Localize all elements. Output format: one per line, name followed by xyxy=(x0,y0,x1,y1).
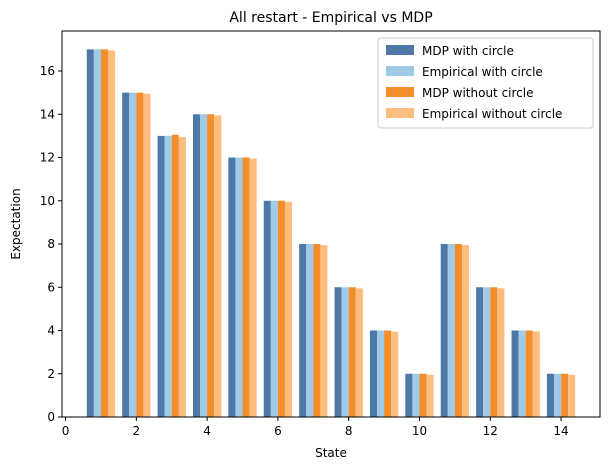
bar xyxy=(192,114,201,417)
x-tick-label: 2 xyxy=(133,424,141,438)
bar xyxy=(461,245,470,417)
legend-label: MDP without circle xyxy=(422,86,534,100)
bar xyxy=(157,135,165,417)
bar xyxy=(483,287,491,417)
y-tick-label: 10 xyxy=(40,194,55,208)
x-tick-label: 0 xyxy=(62,424,70,438)
x-axis-label: State xyxy=(315,446,347,460)
bar xyxy=(235,157,243,417)
plot-frame xyxy=(61,30,601,418)
bar xyxy=(568,374,576,417)
x-tick-label: 4 xyxy=(203,424,211,438)
bar xyxy=(214,115,222,418)
legend: MDP with circle Empirical with circle MDP … xyxy=(377,37,594,129)
bar xyxy=(277,200,285,417)
legend-swatch xyxy=(386,108,414,118)
bar xyxy=(561,373,569,417)
bar xyxy=(355,288,363,417)
bar xyxy=(178,136,186,417)
y-tick-label: 8 xyxy=(47,237,55,251)
bar xyxy=(377,330,385,417)
bar xyxy=(546,373,554,417)
x-tick-label: 12 xyxy=(483,424,498,438)
bar xyxy=(207,114,215,417)
bar xyxy=(228,157,236,417)
bar xyxy=(412,373,420,417)
y-tick-label: 0 xyxy=(47,410,55,424)
bar xyxy=(263,200,271,417)
chart-title: All restart - Empirical vs MDP xyxy=(229,10,432,26)
bar xyxy=(164,135,172,417)
bar xyxy=(497,288,505,417)
bar xyxy=(476,287,484,417)
bar xyxy=(270,200,278,417)
bar xyxy=(426,374,434,417)
bar xyxy=(299,244,307,417)
bar xyxy=(122,92,130,417)
bar xyxy=(313,244,321,417)
bar xyxy=(405,373,413,417)
y-axis: 0 2 4 6 8 10 12 14 16 xyxy=(40,64,62,424)
bar xyxy=(447,244,455,417)
y-axis-label: Expectation xyxy=(9,188,23,259)
bar xyxy=(143,93,151,417)
bar xyxy=(419,373,427,417)
bar xyxy=(532,331,540,417)
bar xyxy=(341,287,349,417)
legend-box xyxy=(377,37,594,129)
bar xyxy=(518,330,526,417)
bar xyxy=(384,330,392,417)
x-tick-label: 10 xyxy=(412,424,427,438)
bar xyxy=(93,49,101,417)
bar xyxy=(440,244,448,417)
bar xyxy=(108,50,116,417)
bar xyxy=(171,134,179,417)
bar xyxy=(284,201,293,417)
bar xyxy=(249,158,257,417)
bar xyxy=(136,92,144,417)
bar xyxy=(454,244,462,417)
x-tick-label: 14 xyxy=(553,424,568,438)
bars-group xyxy=(86,49,576,418)
bar xyxy=(553,373,562,417)
legend-label: MDP with circle xyxy=(422,44,514,58)
x-tick-label: 8 xyxy=(345,424,353,438)
legend-swatch xyxy=(386,66,414,76)
y-tick-label: 2 xyxy=(47,367,55,381)
bar xyxy=(369,330,378,417)
bar xyxy=(129,92,137,417)
bar xyxy=(200,114,208,417)
y-tick-label: 12 xyxy=(40,151,55,165)
y-tick-label: 16 xyxy=(40,64,55,78)
x-tick-label: 6 xyxy=(274,424,282,438)
y-tick-label: 14 xyxy=(40,107,55,121)
bar xyxy=(86,49,94,417)
bar xyxy=(334,287,342,417)
legend-swatch xyxy=(386,87,414,97)
bar xyxy=(320,245,328,417)
legend-label: Empirical without circle xyxy=(422,107,562,121)
y-tick-label: 6 xyxy=(47,280,55,294)
bar xyxy=(100,49,109,417)
legend-swatch xyxy=(386,45,414,55)
bar xyxy=(391,331,399,417)
bar xyxy=(490,287,498,417)
bar xyxy=(242,157,250,417)
x-axis: 0 2 4 6 8 10 12 14 xyxy=(62,417,569,438)
bar xyxy=(511,330,519,417)
legend-label: Empirical with circle xyxy=(422,65,543,79)
bar xyxy=(306,244,314,417)
bar xyxy=(348,287,356,417)
bar xyxy=(525,330,533,417)
y-tick-label: 4 xyxy=(47,324,55,338)
